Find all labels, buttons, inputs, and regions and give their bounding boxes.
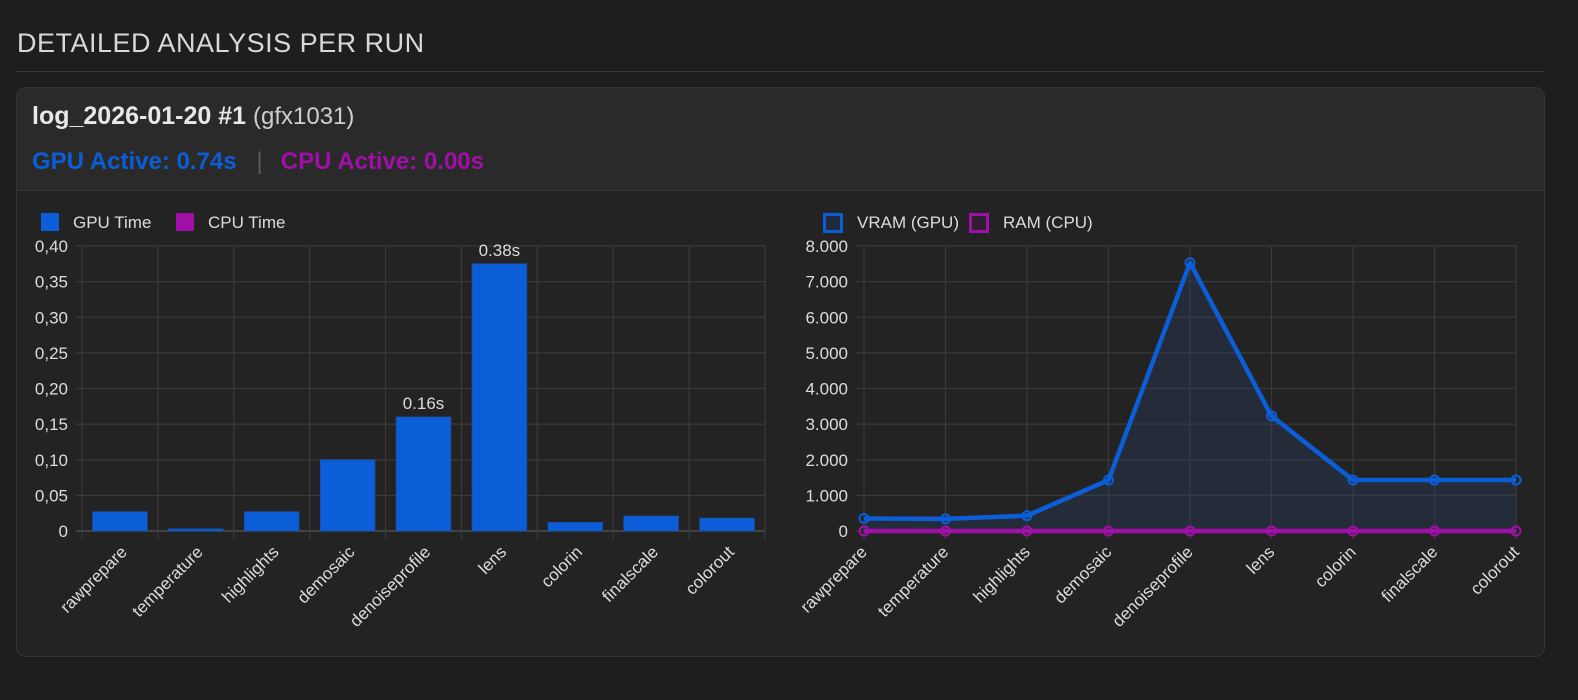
ram-point-lens — [1266, 525, 1277, 537]
section-divider — [16, 71, 1544, 72]
run-name: log_2026-01-20 #1 — [32, 102, 247, 130]
x-tick-label: finalscale — [598, 542, 662, 606]
legend-label-gpu: GPU Time — [73, 213, 151, 232]
ram-point-temperature — [940, 525, 951, 537]
y-tick-label: 0 — [839, 522, 848, 541]
ram-point-demosaic — [1103, 525, 1114, 537]
vram-point-denoiseprofile — [1184, 257, 1196, 269]
gpu-active-stat: GPU Active: 0.74s — [32, 148, 237, 175]
y-tick-label: 4.000 — [805, 380, 848, 399]
ram-point-colorout — [1510, 525, 1522, 537]
y-tick-label: 0,05 — [35, 486, 68, 505]
section-title: DETAILED ANALYSIS PER RUN — [17, 28, 425, 58]
y-tick-label: 0,15 — [35, 415, 68, 434]
x-tick-label: rawprepare — [57, 542, 131, 616]
vram-point-colorout — [1510, 474, 1522, 486]
x-tick-label: demosaic — [294, 542, 359, 607]
bar-gpu-finalscale — [623, 515, 679, 532]
legend-label-cpu: CPU Time — [208, 213, 285, 232]
x-tick-label: colorin — [537, 542, 586, 591]
bar-gpu-highlights — [244, 511, 300, 532]
run-summary: GPU Active: 0.74s | CPU Active: 0.00s — [32, 148, 484, 176]
legend-swatch-vram — [823, 213, 843, 233]
bar-gpu-temperature — [168, 528, 224, 532]
gpu-model: (gfx1031) — [252, 103, 355, 130]
vram-area-fill — [864, 262, 1516, 531]
y-tick-label: 0,40 — [35, 237, 68, 256]
legend-swatch-cpu — [176, 213, 194, 231]
ram-point-denoiseprofile — [1184, 525, 1196, 537]
y-tick-label: 0,10 — [35, 451, 68, 470]
summary-separator: | — [256, 148, 263, 175]
vram-point-highlights — [1021, 510, 1033, 522]
ram-point-highlights — [1021, 525, 1033, 537]
vram-point-temperature — [940, 513, 951, 525]
y-tick-label: 5.000 — [805, 344, 848, 363]
y-tick-label: 3.000 — [805, 415, 848, 434]
y-tick-label: 0,20 — [35, 380, 68, 399]
x-tick-label: rawprepare — [797, 542, 871, 616]
x-tick-label: denoiseprofile — [1109, 542, 1197, 630]
x-tick-label: temperature — [128, 542, 206, 620]
x-tick-label: colorin — [1311, 542, 1360, 591]
y-tick-label: 0 — [59, 522, 68, 541]
bar-gpu-rawprepare — [92, 511, 148, 532]
ram-point-finalscale — [1429, 525, 1440, 537]
bar-gpu-colorin — [547, 522, 603, 532]
ram-point-colorin — [1347, 525, 1359, 537]
x-tick-label: highlights — [218, 542, 282, 606]
vram-point-rawprepare — [858, 513, 870, 525]
run-card-header: log_2026-01-20 #1 (gfx1031) GPU Active: … — [17, 88, 1544, 191]
y-tick-label: 0,25 — [35, 344, 68, 363]
vram-point-finalscale — [1429, 474, 1440, 486]
bar-gpu-demosaic — [319, 459, 376, 532]
x-tick-label: temperature — [874, 542, 952, 620]
vram-line — [863, 260, 1516, 522]
time-bar-chart: GPU Time CPU Time 0 0,05 0,10 0,15 0,20 0,25 0,3… — [35, 213, 766, 631]
x-tick-label: highlights — [970, 542, 1034, 606]
bar-gpu-colorout — [699, 517, 755, 532]
bar-gpu-denoiseprofile — [395, 416, 452, 532]
legend-label-vram: VRAM (GPU) — [857, 213, 959, 232]
legend-swatch-gpu — [41, 213, 59, 231]
bar-data-label: 0.38s — [479, 241, 521, 260]
legend-label-ram: RAM (CPU) — [1003, 213, 1093, 232]
y-tick-label: 0,35 — [35, 273, 68, 292]
y-tick-label: 1.000 — [805, 486, 848, 505]
y-tick-label: 2.000 — [805, 451, 848, 470]
x-tick-label: lens — [475, 542, 510, 577]
cpu-active-stat: CPU Active: 0.00s — [280, 148, 484, 175]
x-tick-label: demosaic — [1050, 542, 1115, 607]
x-tick-label: lens — [1243, 542, 1278, 577]
x-tick-label: colorout — [1467, 542, 1523, 598]
x-tick-label: colorout — [682, 542, 738, 598]
legend-swatch-ram — [969, 213, 989, 233]
bar-data-label: 0.16s — [403, 394, 445, 413]
y-tick-label: 6.000 — [805, 308, 848, 327]
x-tick-label: denoiseprofile — [346, 542, 434, 630]
bar-gpu-lens — [471, 263, 528, 532]
vram-point-lens — [1266, 410, 1277, 422]
ram-point-rawprepare — [858, 525, 870, 537]
y-tick-label: 0,30 — [35, 308, 68, 327]
run-title: log_2026-01-20 #1 (gfx1031) — [32, 102, 354, 131]
y-tick-label: 7.000 — [805, 273, 848, 292]
run-card: log_2026-01-20 #1 (gfx1031) GPU Active: … — [16, 87, 1545, 657]
x-tick-label: finalscale — [1378, 542, 1442, 606]
memory-line-chart: VRAM (GPU) RAM (CPU) 0 1.000 2.000 3.000 4.000… — [797, 213, 1523, 631]
vram-point-colorin — [1347, 474, 1359, 486]
vram-point-demosaic — [1103, 474, 1114, 486]
y-tick-label: 8.000 — [805, 237, 848, 256]
